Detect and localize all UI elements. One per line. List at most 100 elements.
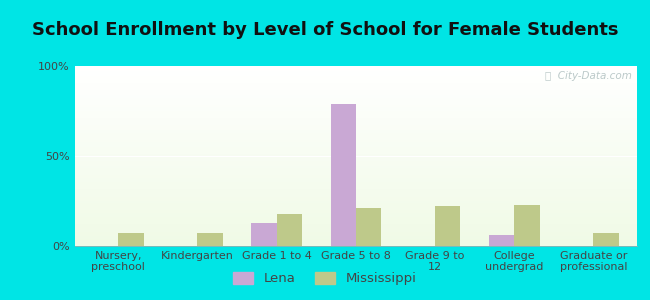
Bar [75, 123, 637, 124]
Bar [75, 119, 637, 120]
Bar [75, 101, 637, 102]
Bar [75, 128, 637, 129]
Bar [75, 117, 637, 118]
Bar [75, 99, 637, 100]
Bar [75, 244, 637, 245]
Bar [75, 129, 637, 130]
Bar [75, 154, 637, 155]
Bar [75, 136, 637, 137]
Bar [356, 208, 381, 246]
Bar [75, 161, 637, 162]
Bar [75, 97, 637, 98]
Bar [75, 127, 637, 128]
Bar [75, 231, 637, 232]
Bar [75, 237, 637, 238]
Bar [75, 222, 637, 223]
Bar [75, 232, 637, 233]
Bar [75, 132, 637, 133]
Bar [75, 217, 637, 218]
Bar [75, 172, 637, 173]
Bar [75, 163, 637, 164]
Bar [75, 86, 637, 87]
Bar [75, 178, 637, 179]
Bar [75, 169, 637, 170]
Bar [75, 175, 637, 176]
Bar [75, 208, 637, 209]
Bar [75, 238, 637, 239]
Bar [75, 81, 637, 82]
Bar [75, 196, 637, 197]
Bar [75, 131, 637, 132]
Bar [75, 241, 637, 242]
Bar [75, 77, 637, 78]
Bar [75, 125, 637, 126]
Bar [75, 206, 637, 207]
Bar [75, 218, 637, 219]
Bar [75, 173, 637, 174]
Bar [593, 233, 619, 246]
Bar [75, 227, 637, 228]
Bar [75, 181, 637, 182]
Bar [75, 188, 637, 189]
Bar [75, 239, 637, 240]
Bar [75, 110, 637, 111]
Bar [75, 229, 637, 230]
Bar [75, 215, 637, 216]
Bar [75, 160, 637, 161]
Bar [75, 115, 637, 116]
Bar [75, 142, 637, 143]
Bar [75, 203, 637, 204]
Bar [118, 233, 144, 246]
Bar [75, 158, 637, 159]
Bar [75, 189, 637, 190]
Bar [75, 94, 637, 95]
Bar [75, 72, 637, 73]
Bar [75, 150, 637, 151]
Bar [75, 76, 637, 77]
Bar [489, 235, 514, 246]
Bar [75, 134, 637, 135]
Bar [75, 66, 637, 67]
Bar [75, 166, 637, 167]
Bar [75, 201, 637, 202]
Bar [75, 148, 637, 149]
Bar [75, 155, 637, 156]
Bar [75, 198, 637, 199]
Bar [75, 202, 637, 203]
Bar [75, 160, 637, 161]
Bar [75, 209, 637, 210]
Bar [75, 90, 637, 91]
Bar [75, 236, 637, 237]
Bar [75, 176, 637, 177]
Bar [75, 151, 637, 152]
Bar [75, 92, 637, 93]
Bar [75, 145, 637, 146]
Bar [75, 226, 637, 227]
Bar [75, 83, 637, 84]
Bar [75, 114, 637, 115]
Bar [75, 116, 637, 117]
Bar [75, 157, 637, 158]
Bar [75, 100, 637, 101]
Bar [75, 180, 637, 181]
Bar [252, 223, 277, 246]
Bar [75, 67, 637, 68]
Bar [75, 185, 637, 186]
Bar [75, 133, 637, 134]
Text: School Enrollment by Level of School for Female Students: School Enrollment by Level of School for… [32, 21, 618, 39]
Bar [75, 210, 637, 211]
Bar [75, 93, 637, 94]
Bar [75, 224, 637, 225]
Bar [75, 137, 637, 138]
Bar [75, 69, 637, 70]
Bar [75, 104, 637, 105]
Bar [75, 144, 637, 145]
Bar [75, 78, 637, 79]
Bar [75, 130, 637, 131]
Bar [75, 235, 637, 236]
Bar [75, 167, 637, 168]
Bar [75, 126, 637, 127]
Bar [75, 214, 637, 215]
Bar [75, 143, 637, 144]
Bar [75, 225, 637, 226]
